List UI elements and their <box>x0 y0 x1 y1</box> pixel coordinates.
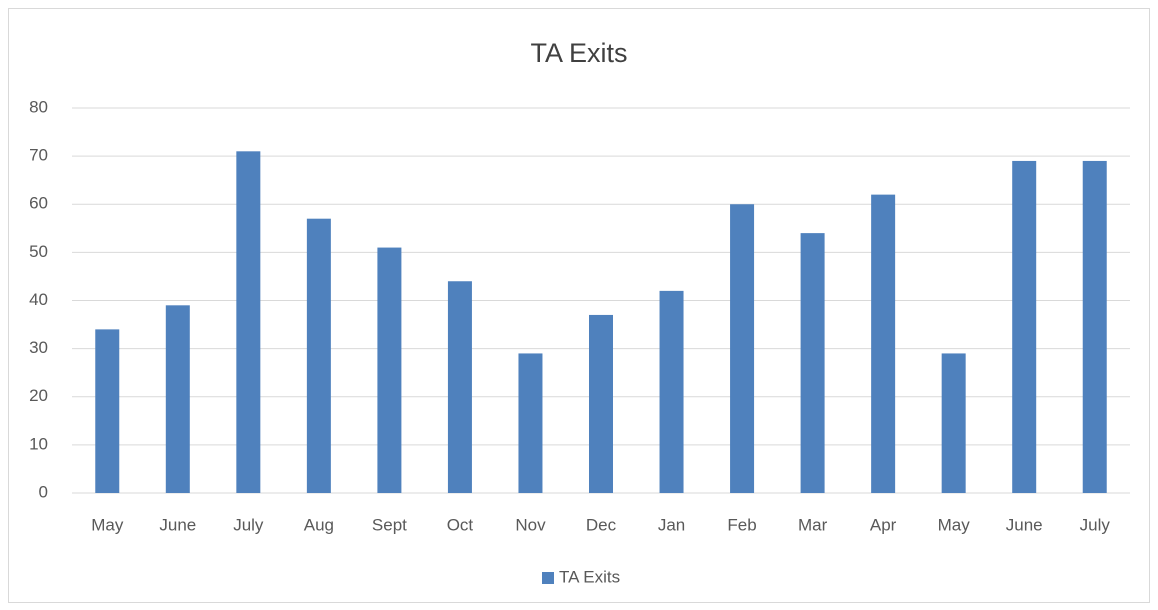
y-tick-label: 60 <box>29 194 48 213</box>
legend-label: TA Exits <box>559 567 620 586</box>
x-tick-label: May <box>91 515 124 534</box>
x-tick-label: Nov <box>515 515 546 534</box>
bar <box>1082 160 1107 493</box>
y-tick-label: 70 <box>29 146 48 165</box>
bar <box>306 218 331 493</box>
bar <box>165 305 190 493</box>
y-tick-label: 40 <box>29 290 48 309</box>
y-tick-label: 80 <box>29 97 48 116</box>
y-tick-label: 50 <box>29 242 48 261</box>
bar <box>871 194 896 493</box>
x-tick-label: Jan <box>658 515 685 534</box>
chart-title: TA Exits <box>530 38 627 68</box>
bar <box>447 281 472 493</box>
bar <box>95 329 120 493</box>
x-tick-label: Mar <box>798 515 828 534</box>
bar <box>730 204 755 493</box>
bar <box>236 151 261 493</box>
bar <box>377 247 402 493</box>
y-tick-label: 30 <box>29 338 48 357</box>
x-tick-label: May <box>938 515 971 534</box>
x-tick-label: July <box>1080 515 1111 534</box>
bar <box>518 353 543 493</box>
legend-swatch <box>542 572 554 584</box>
bar <box>1012 160 1037 493</box>
x-tick-label: Sept <box>372 515 407 534</box>
x-tick-label: Feb <box>727 515 756 534</box>
bar <box>659 290 684 493</box>
x-tick-label: Apr <box>870 515 897 534</box>
bar <box>800 233 825 493</box>
x-tick-label: Dec <box>586 515 617 534</box>
y-tick-label: 20 <box>29 386 48 405</box>
x-tick-label: Oct <box>447 515 474 534</box>
x-tick-label: June <box>1006 515 1043 534</box>
bar <box>941 353 966 493</box>
bar <box>589 314 613 493</box>
y-tick-label: 0 <box>39 482 48 501</box>
x-tick-label: Aug <box>304 515 334 534</box>
x-tick-label: June <box>159 515 196 534</box>
x-tick-label: July <box>233 515 264 534</box>
y-tick-label: 10 <box>29 434 48 453</box>
